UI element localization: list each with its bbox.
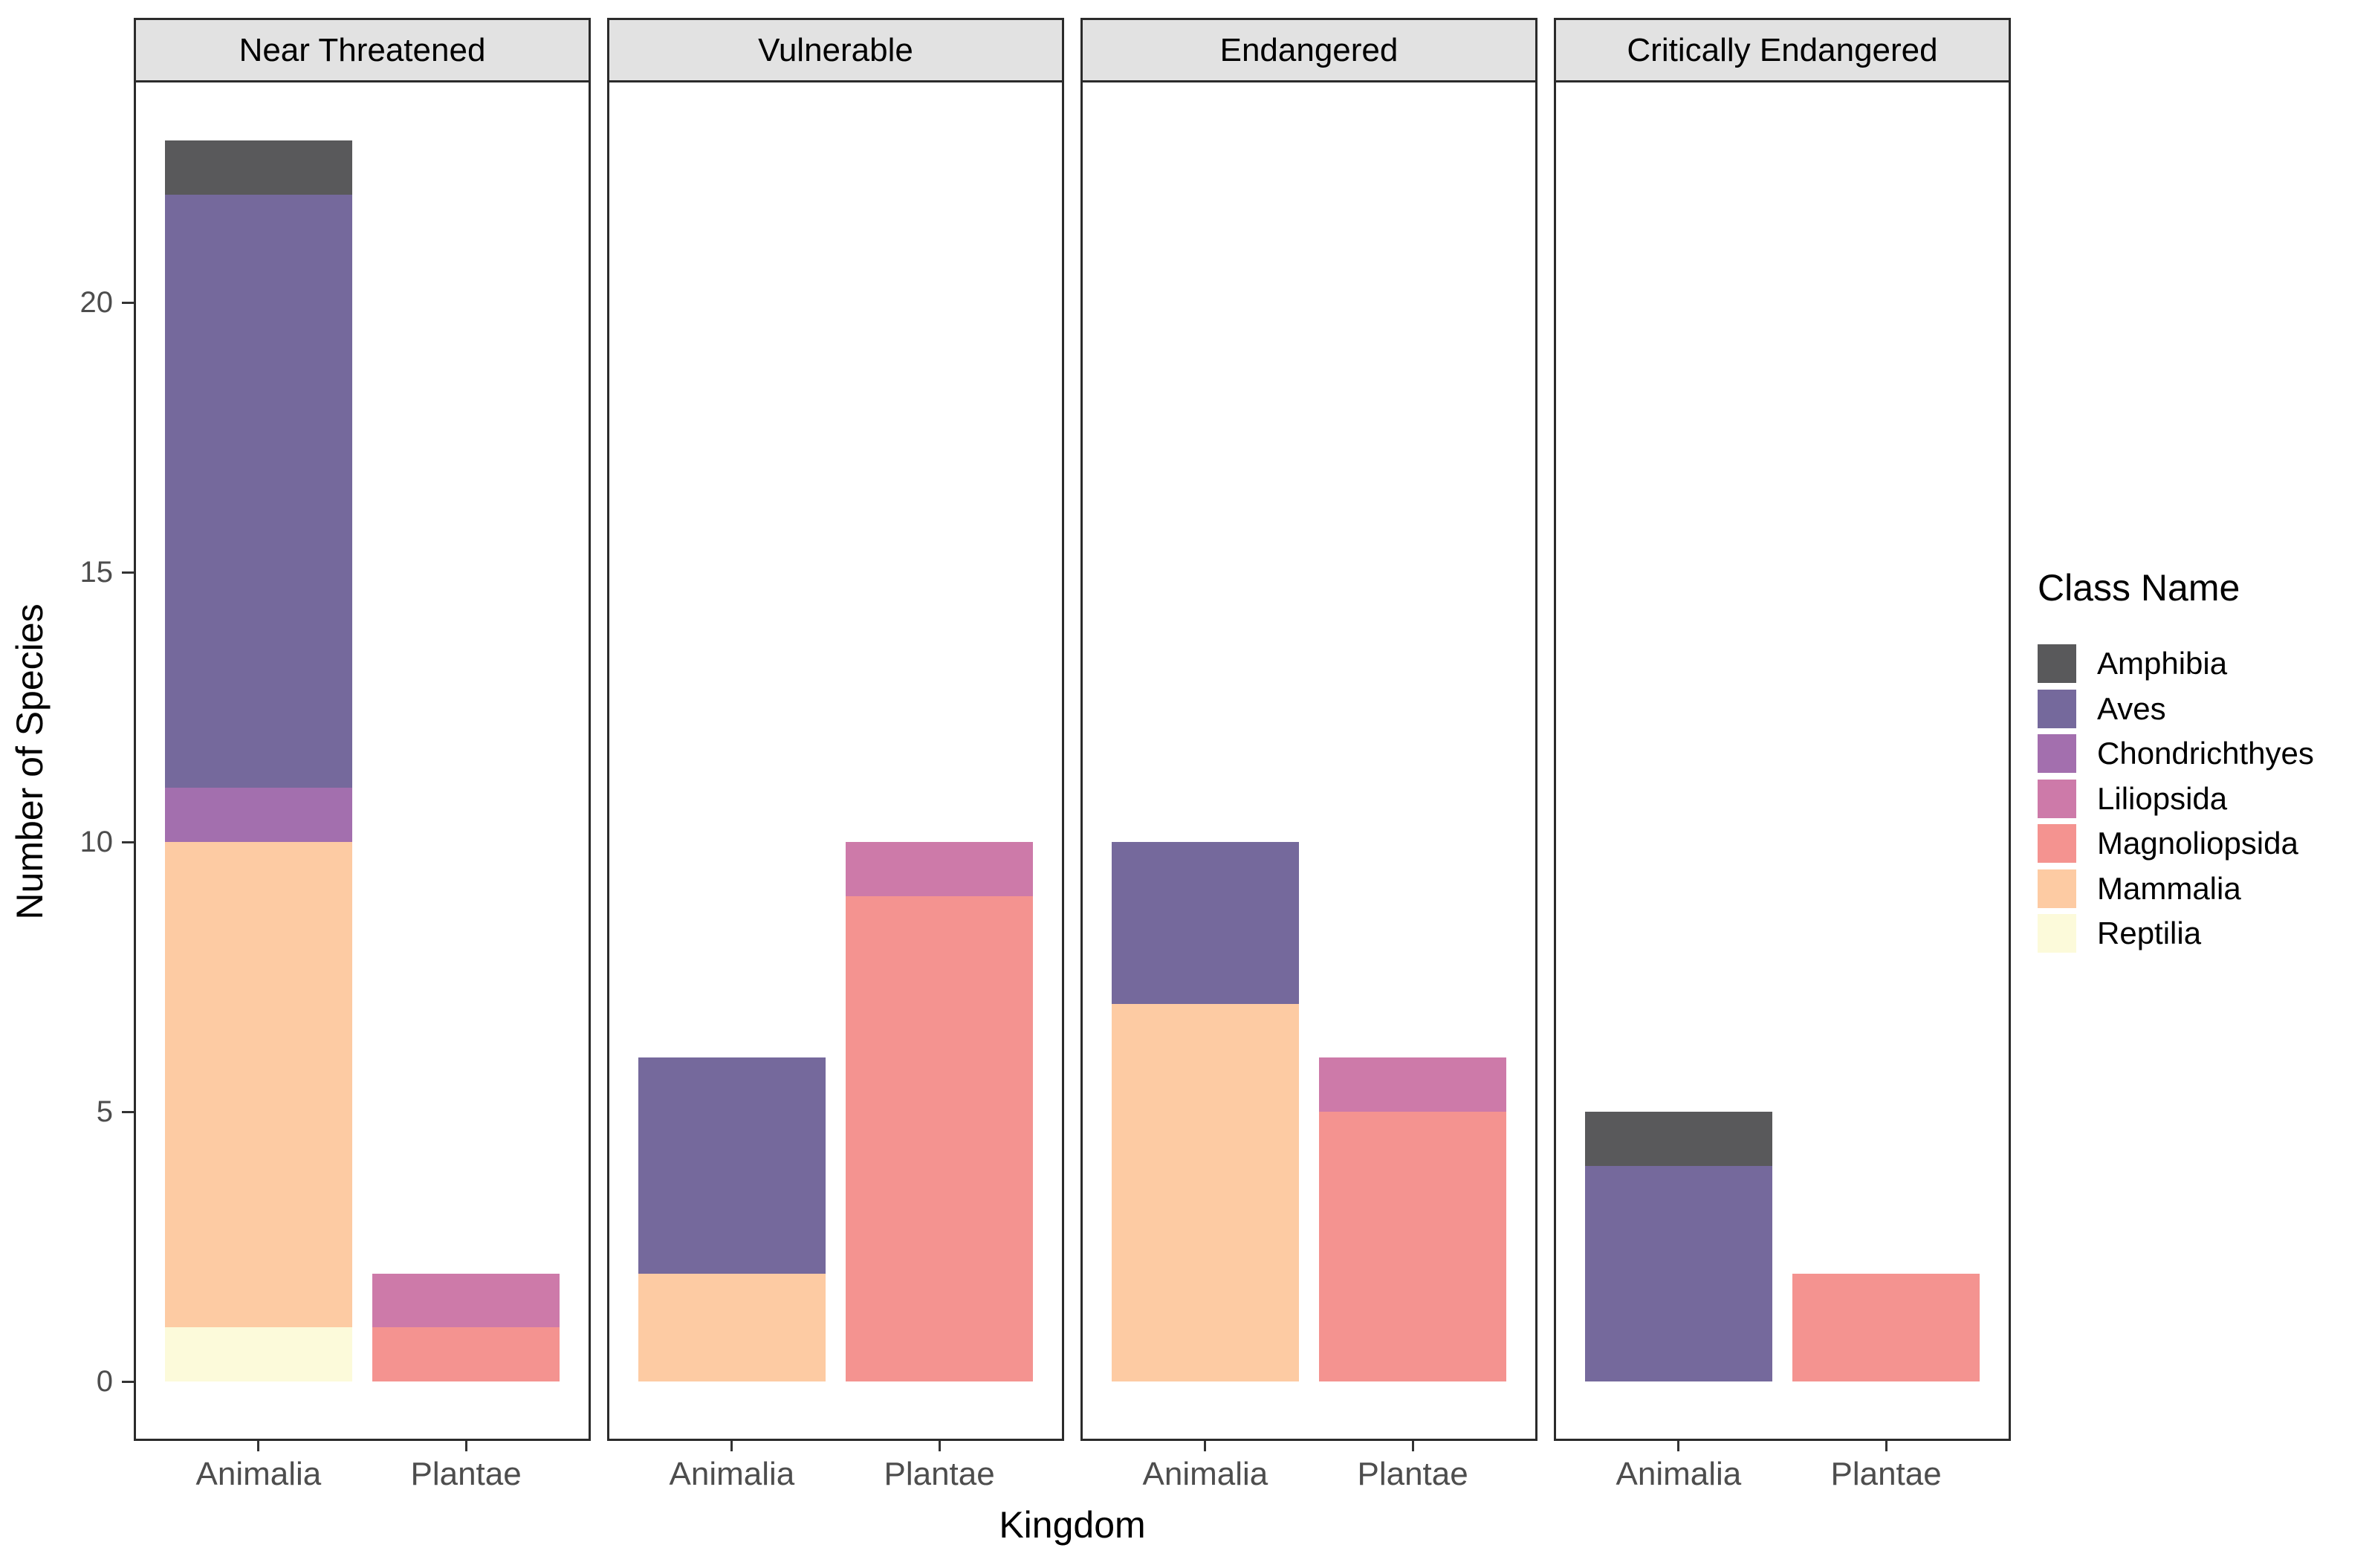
x-tick-label-plantae: Plantae [1830, 1456, 1942, 1492]
bar-segment-near-threatened-animalia-aves [164, 194, 352, 788]
legend-label-reptilia: Reptilia [2097, 916, 2202, 950]
y-tick-label: 5 [96, 1095, 113, 1128]
legend-label-magnoliopsida: Magnoliopsida [2097, 826, 2298, 861]
facet-header-endangered: Endangered [1080, 18, 1537, 80]
x-tick-label-animalia: Animalia [1616, 1456, 1742, 1492]
bar-segment-endangered-plantae-magnoliopsida [1319, 1112, 1507, 1381]
bar-segment-endangered-plantae-liliopsida [1319, 1057, 1507, 1112]
facet-header-near-threatened: Near Threatened [134, 18, 591, 80]
x-tick-label-animalia: Animalia [1142, 1456, 1268, 1492]
x-tick-mark [1411, 1441, 1414, 1451]
x-tick-mark [1885, 1441, 1887, 1451]
bar-segment-near-threatened-plantae-liliopsida [372, 1273, 560, 1328]
facet-header-vulnerable: Vulnerable [607, 18, 1064, 80]
y-tick-mark [122, 301, 134, 304]
bar-segment-vulnerable-plantae-liliopsida [846, 842, 1034, 896]
y-axis-title: Number of Species [9, 603, 51, 920]
bar-segment-critically-endangered-animalia-aves [1584, 1165, 1772, 1381]
legend-label-liliopsida: Liliopsida [2097, 780, 2228, 816]
x-tick-mark [1677, 1441, 1680, 1451]
bar-segment-near-threatened-animalia-chondrichthyes [164, 788, 352, 842]
bar-segment-near-threatened-plantae-magnoliopsida [372, 1327, 560, 1381]
x-tick-label-plantae: Plantae [410, 1456, 522, 1492]
y-tick-mark [122, 571, 134, 574]
bar-segment-critically-endangered-animalia-amphibia [1584, 1112, 1772, 1166]
bar-segment-vulnerable-animalia-mammalia [638, 1273, 826, 1381]
y-tick-mark [122, 1110, 134, 1113]
x-tick-label-animalia: Animalia [195, 1456, 322, 1492]
legend-key-liliopsida [2038, 779, 2076, 818]
legend-key-mammalia [2038, 869, 2076, 908]
x-tick-mark [257, 1441, 260, 1451]
bar-segment-endangered-animalia-mammalia [1111, 1003, 1299, 1381]
x-tick-label-animalia: Animalia [669, 1456, 795, 1492]
x-tick-mark [938, 1441, 941, 1451]
y-tick-label: 15 [80, 556, 114, 589]
bar-segment-near-threatened-animalia-reptilia [164, 1327, 352, 1381]
y-tick-label: 10 [80, 826, 114, 858]
bar-segment-near-threatened-animalia-mammalia [164, 842, 352, 1328]
bar-segment-vulnerable-animalia-aves [638, 1057, 826, 1274]
bar-segment-near-threatened-animalia-amphibia [164, 140, 352, 195]
bar-segment-critically-endangered-plantae-magnoliopsida [1792, 1273, 1980, 1381]
bar-segment-vulnerable-plantae-magnoliopsida [846, 895, 1034, 1381]
x-tick-label-plantae: Plantae [1357, 1456, 1468, 1492]
legend-label-mammalia: Mammalia [2097, 870, 2241, 906]
y-tick-label: 0 [96, 1365, 113, 1398]
legend-label-chondrichthyes: Chondrichthyes [2097, 736, 2314, 771]
legend-label-amphibia: Amphibia [2097, 646, 2228, 681]
legend-title: Class Name [2038, 567, 2240, 609]
bar-segment-endangered-animalia-aves [1111, 842, 1299, 1004]
legend-label-aves: Aves [2097, 690, 2166, 726]
y-tick-mark [122, 1380, 134, 1383]
legend-key-chondrichthyes [2038, 734, 2076, 773]
y-tick-mark [122, 840, 134, 843]
x-tick-mark [464, 1441, 467, 1451]
x-tick-label-plantae: Plantae [884, 1456, 995, 1492]
x-tick-mark [1204, 1441, 1207, 1451]
legend-key-magnoliopsida [2038, 824, 2076, 863]
legend-key-aves [2038, 689, 2076, 728]
y-tick-label: 20 [80, 286, 114, 319]
x-tick-mark [730, 1441, 733, 1451]
legend-key-amphibia [2038, 644, 2076, 683]
x-axis-title: Kingdom [999, 1504, 1146, 1546]
legend-key-reptilia [2038, 914, 2076, 953]
facet-header-critically-endangered: Critically Endangered [1554, 18, 2011, 80]
